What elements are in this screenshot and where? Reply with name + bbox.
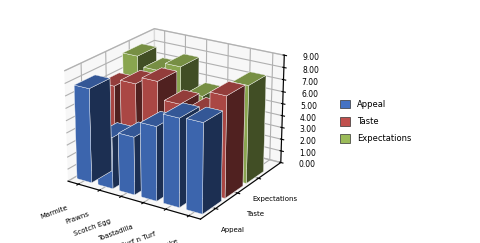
Legend: Appeal, Taste, Expectations: Appeal, Taste, Expectations: [340, 100, 411, 143]
